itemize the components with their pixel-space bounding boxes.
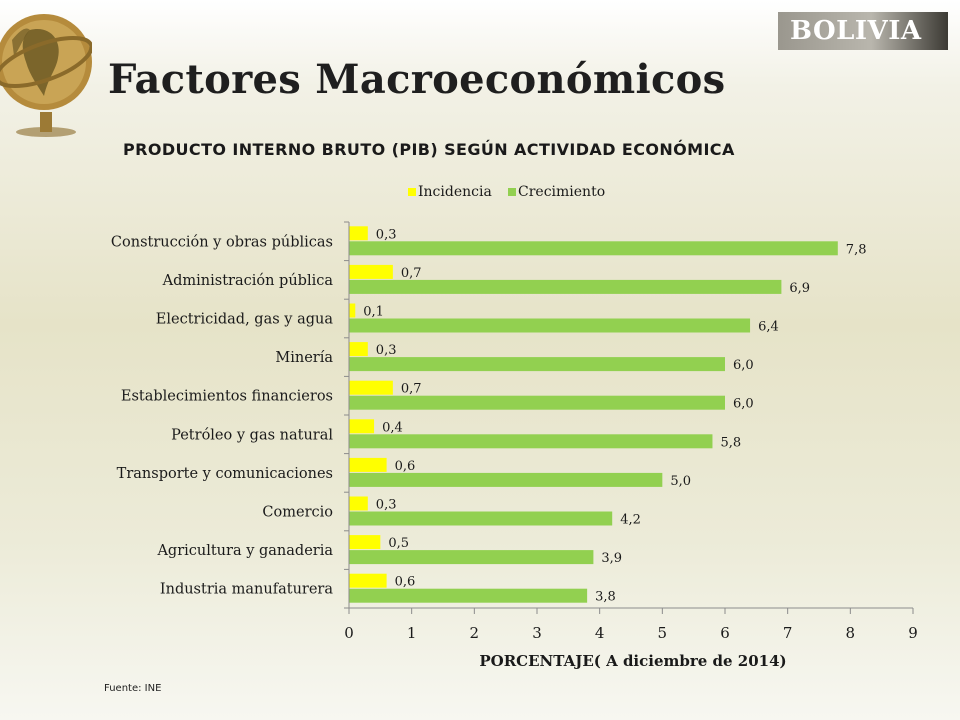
x-tick-label: 1 <box>407 624 417 642</box>
page-title: Factores Macroeconómicos <box>108 56 726 103</box>
bar-crecimiento <box>349 550 594 565</box>
bar-crecimiento <box>349 588 588 603</box>
category-label: Construcción y obras públicas <box>111 234 333 250</box>
bar-crecimiento <box>349 279 782 294</box>
category-label: Industria manufaturera <box>160 582 333 598</box>
legend-swatch-crecimiento <box>508 188 516 196</box>
bar-incidencia <box>349 496 368 511</box>
globe-icon <box>0 14 92 137</box>
data-label: 0,3 <box>376 227 397 242</box>
chart-legend: Incidencia Crecimiento <box>408 184 605 200</box>
x-tick-label: 3 <box>532 624 542 642</box>
data-label: 6,4 <box>758 320 779 335</box>
data-label: 0,6 <box>395 575 416 590</box>
bar-crecimiento <box>349 395 725 410</box>
x-tick-label: 4 <box>595 624 605 642</box>
data-label: 0,7 <box>401 266 422 281</box>
data-label: 0,5 <box>388 536 409 551</box>
category-label: Petróleo y gas natural <box>171 427 333 443</box>
bar-incidencia <box>349 380 393 395</box>
bar-crecimiento <box>349 472 663 487</box>
category-label: Electricidad, gas y agua <box>156 312 334 328</box>
category-label: Establecimientos financieros <box>121 389 333 405</box>
bar-crecimiento <box>349 318 751 333</box>
bar-crecimiento <box>349 357 725 372</box>
data-label: 6,0 <box>733 397 754 412</box>
x-tick-label: 7 <box>783 624 793 642</box>
category-label: Comercio <box>262 505 333 521</box>
legend-label: Crecimiento <box>518 184 605 200</box>
source-note: Fuente: INE <box>104 683 162 694</box>
bar-incidencia <box>349 226 368 241</box>
bar-incidencia <box>349 342 368 357</box>
bar-incidencia <box>349 573 387 588</box>
bar-incidencia <box>349 457 387 472</box>
data-label: 5,0 <box>670 474 691 489</box>
data-label: 0,6 <box>395 459 416 474</box>
legend-swatch-incidencia <box>408 188 416 196</box>
x-axis-label: PORCENTAJE( A diciembre de 2014) <box>479 652 786 670</box>
data-label: 0,4 <box>382 420 403 435</box>
bar-incidencia <box>349 264 393 279</box>
country-badge: BOLIVIA <box>778 12 948 50</box>
chart-bars: 0,3 7,8 0,7 6,9 0,1 6,4 0,3 6,0 0,7 6,0 0,4 5,8 0,6 5… <box>349 226 867 605</box>
chart-title: PRODUCTO INTERNO BRUTO (PIB) SEGÚN ACTIV… <box>123 140 735 159</box>
x-tick-label: 6 <box>720 624 730 642</box>
data-label: 6,9 <box>789 281 810 296</box>
data-label: 0,1 <box>363 305 384 320</box>
data-label: 3,8 <box>595 590 616 605</box>
bar-incidencia <box>349 535 381 550</box>
x-tick-label: 2 <box>470 624 480 642</box>
data-label: 6,0 <box>733 358 754 373</box>
bar-incidencia <box>349 303 356 318</box>
data-label: 7,8 <box>846 242 867 257</box>
bar-crecimiento <box>349 241 838 256</box>
chart-axes: Construcción y obras públicas Administrac… <box>111 221 918 642</box>
data-label: 0,3 <box>376 498 397 513</box>
category-label: Agricultura y ganaderia <box>156 543 333 559</box>
data-label: 5,8 <box>720 435 741 450</box>
x-tick-label: 0 <box>344 624 354 642</box>
legend-label: Incidencia <box>418 184 492 200</box>
category-label: Administración pública <box>162 273 334 289</box>
x-tick-label: 5 <box>658 624 668 642</box>
bar-crecimiento <box>349 434 713 449</box>
x-tick-label: 9 <box>908 624 918 642</box>
bar-incidencia <box>349 419 375 434</box>
x-tick-label: 8 <box>846 624 856 642</box>
data-label: 0,7 <box>401 382 422 397</box>
category-label: Transporte y comunicaciones <box>117 466 333 482</box>
data-label: 3,9 <box>601 551 622 566</box>
category-label: Minería <box>275 350 333 366</box>
bar-crecimiento <box>349 511 613 526</box>
data-label: 0,3 <box>376 343 397 358</box>
data-label: 4,2 <box>620 513 641 528</box>
